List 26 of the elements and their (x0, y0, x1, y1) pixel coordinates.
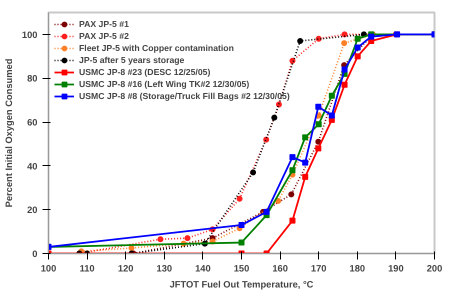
legend-label: Fleet JP-5 with Copper contamination (79, 43, 234, 53)
x-tick-label: 100 (40, 264, 56, 274)
x-tick-label: 200 (426, 264, 442, 274)
y-tick-label: 20 (27, 205, 38, 216)
y-tick-label: 40 (27, 161, 38, 172)
x-axis-title: JFTOT Fuel Out Temperature, °C (170, 280, 314, 290)
y-tick-label: 100 (22, 30, 38, 40)
x-tick-label: 190 (388, 264, 404, 274)
x-tick-label: 130 (156, 264, 172, 274)
y-tick-label: 60 (27, 118, 38, 128)
x-tick-label: 170 (310, 264, 326, 274)
x-tick-label: 160 (272, 264, 288, 274)
y-tick-label: 0 (32, 249, 38, 259)
legend-label: JP-5 after 5 years storage (79, 55, 184, 65)
legend-label: USMC JP-8 #23 (DESC 12/25/05) (79, 67, 210, 77)
x-tick-label: 110 (80, 264, 95, 274)
legend-label: USMC JP-8 #16 (Left Wing TK#2 12/30/05) (79, 79, 250, 89)
x-tick-label: 180 (350, 264, 366, 274)
y-tick-label: 80 (27, 74, 38, 84)
legend-label: PAX JP-5 #1 (79, 19, 129, 29)
x-tick-label: 150 (234, 264, 250, 274)
x-tick-label: 140 (195, 264, 211, 274)
x-tick-label: 120 (118, 264, 134, 274)
legend-label: USMC JP-8 #8 (Storage/Truck Fill Bags #2 12/30/05) (79, 91, 290, 101)
y-axis-title: Percent Initial Oxygen Consumed (4, 58, 14, 208)
legend-label: PAX JP-5 #2 (79, 31, 129, 41)
